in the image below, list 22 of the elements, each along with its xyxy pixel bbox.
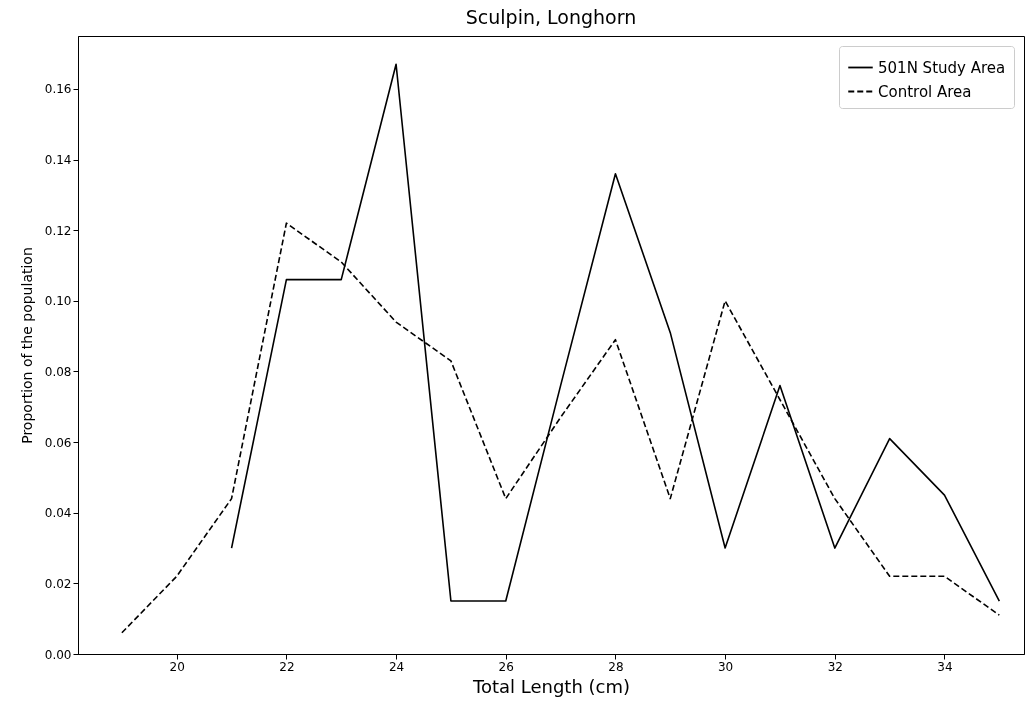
y-tick-label: 0.06 — [44, 435, 72, 450]
x-tick-label: 28 — [608, 659, 624, 674]
y-axis-title: Proportion of the population — [18, 247, 35, 444]
x-tick-label: 20 — [169, 659, 185, 674]
y-tick-label: 0.10 — [44, 294, 72, 309]
y-tick-label: 0.02 — [44, 576, 72, 591]
legend-label: 501N Study Area — [878, 58, 1006, 77]
y-tick-label: 0.12 — [44, 223, 72, 238]
y-tick-label: 0.16 — [44, 82, 72, 97]
chart-title: Sculpin, Longhorn — [465, 6, 637, 28]
y-tick-label: 0.08 — [44, 364, 72, 379]
x-tick-label: 30 — [717, 659, 734, 674]
x-tick-label: 26 — [498, 659, 514, 674]
x-tick-label: 24 — [388, 659, 405, 674]
x-axis-title: Total Length (cm) — [471, 675, 631, 697]
x-tick-label: 34 — [937, 659, 953, 674]
x-tick-label: 32 — [827, 659, 843, 674]
y-tick-label: 0.00 — [44, 647, 72, 662]
y-tick-label: 0.04 — [44, 506, 72, 521]
y-tick-label: 0.14 — [44, 153, 72, 168]
x-tick-label: 22 — [279, 659, 295, 674]
legend-label: Control Area — [878, 82, 972, 101]
